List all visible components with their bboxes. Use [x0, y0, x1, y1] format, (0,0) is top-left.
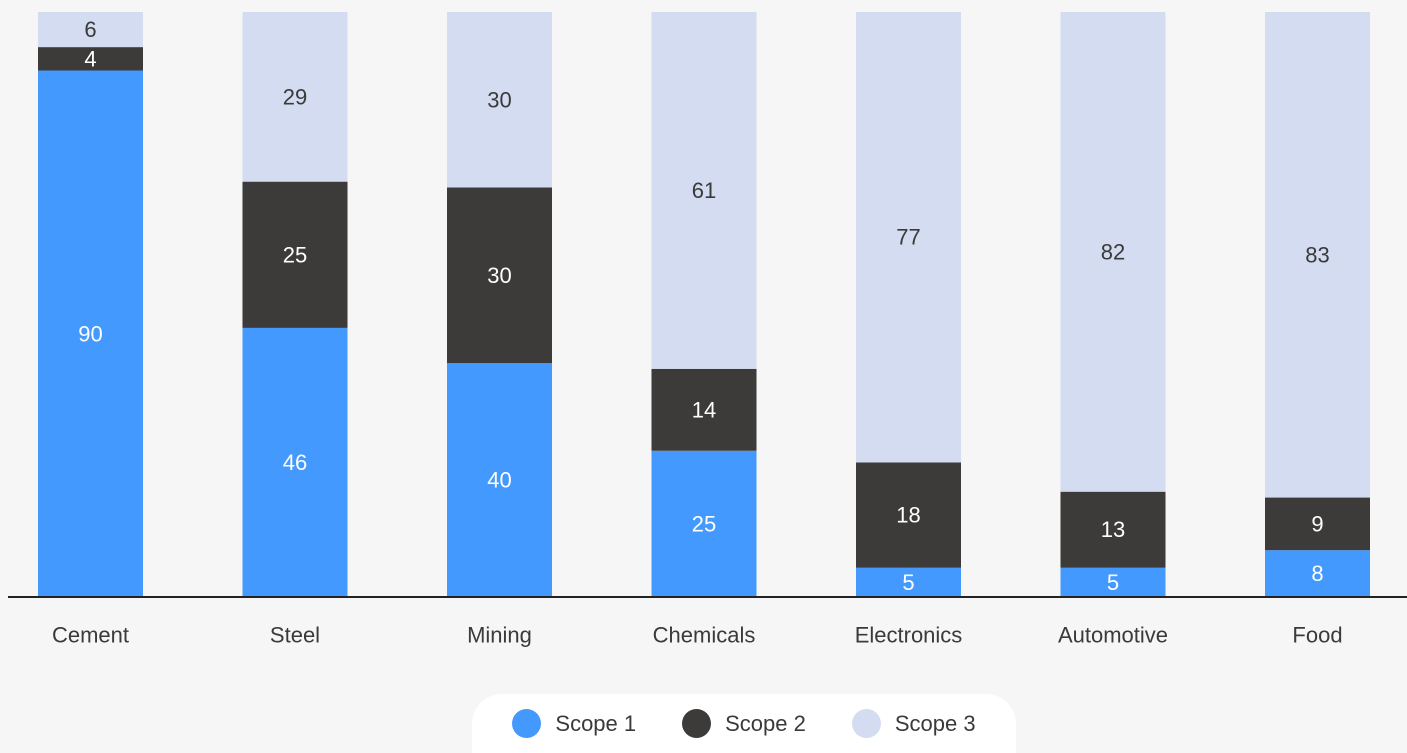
data-label-steel-scope-2: 25 — [283, 242, 307, 267]
legend-label-scope-1: Scope 1 — [555, 710, 637, 736]
bar-steel-scope-1[interactable] — [242, 327, 348, 597]
legend: Scope 1 Scope 2 Scope 3 — [472, 694, 1016, 753]
x-tick-label-automotive: Automotive — [1058, 623, 1168, 648]
data-label-electronics-scope-3: 77 — [896, 225, 920, 250]
x-tick-label-steel: Steel — [270, 623, 320, 648]
legend-label-scope-2: Scope 2 — [725, 710, 806, 736]
bars-group — [38, 12, 1370, 597]
data-label-automotive-scope-2: 13 — [1101, 517, 1125, 542]
x-tick-labels-group: Cement Steel Mining Chemicals Electronics Aut… — [52, 623, 1343, 648]
bar-chemicals-scope-1[interactable] — [651, 450, 757, 597]
bar-food-scope-2[interactable] — [1265, 497, 1370, 551]
bar-food-scope-1[interactable] — [1265, 550, 1370, 597]
bar-cement-scope-2[interactable] — [38, 47, 143, 71]
data-label-automotive-scope-3: 82 — [1101, 239, 1125, 264]
data-label-mining-scope-2: 30 — [487, 263, 511, 288]
data-label-cement-scope-3: 6 — [84, 17, 96, 42]
data-label-mining-scope-1: 40 — [487, 468, 511, 493]
bar-steel-scope-3[interactable] — [242, 12, 348, 182]
x-tick-label-mining: Mining — [467, 623, 532, 648]
bar-automotive-scope-1[interactable] — [1060, 567, 1166, 597]
data-label-automotive-scope-1: 5 — [1107, 570, 1119, 595]
bar-mining-scope-1[interactable] — [447, 363, 552, 597]
data-label-steel-scope-1: 46 — [283, 450, 307, 475]
data-label-food-scope-3: 83 — [1305, 242, 1329, 267]
bar-food-scope-3[interactable] — [1265, 12, 1370, 498]
data-label-mining-scope-3: 30 — [487, 87, 511, 112]
x-tick-label-chemicals: Chemicals — [653, 623, 756, 648]
legend-swatch-scope-2 — [682, 709, 712, 738]
bar-mining-scope-2[interactable] — [447, 187, 552, 364]
data-label-food-scope-1: 8 — [1311, 561, 1323, 586]
bar-chemicals-scope-2[interactable] — [651, 368, 757, 451]
data-label-electronics-scope-2: 18 — [896, 503, 920, 528]
data-label-steel-scope-3: 29 — [283, 84, 307, 109]
data-label-cement-scope-1: 90 — [78, 321, 102, 346]
bar-automotive-scope-3[interactable] — [1060, 12, 1166, 492]
bar-mining-scope-3[interactable] — [447, 12, 552, 188]
bar-chemicals-scope-3[interactable] — [651, 12, 757, 369]
legend-swatch-scope-3 — [851, 709, 881, 738]
legend-item-scope-2[interactable]: Scope 2 — [682, 709, 806, 738]
data-label-electronics-scope-1: 5 — [902, 570, 914, 595]
data-label-cement-scope-2: 4 — [84, 46, 96, 71]
data-label-food-scope-2: 9 — [1311, 511, 1323, 536]
bar-cement-scope-3[interactable] — [38, 12, 143, 48]
bar-cement-scope-1[interactable] — [38, 70, 143, 598]
data-label-chemicals-scope-3: 61 — [692, 178, 716, 203]
legend-item-scope-3[interactable]: Scope 3 — [851, 709, 976, 738]
data-label-chemicals-scope-2: 14 — [692, 397, 716, 422]
bar-automotive-scope-2[interactable] — [1060, 491, 1166, 568]
bar-electronics-scope-2[interactable] — [856, 462, 961, 568]
x-tick-label-food: Food — [1292, 623, 1342, 648]
bar-steel-scope-2[interactable] — [242, 181, 348, 328]
legend-label-scope-3: Scope 3 — [894, 710, 976, 736]
x-tick-label-electronics: Electronics — [855, 623, 963, 648]
data-label-chemicals-scope-1: 25 — [692, 511, 716, 536]
legend-item-scope-1[interactable]: Scope 1 — [512, 709, 636, 738]
bar-electronics-scope-1[interactable] — [856, 567, 961, 597]
legend-swatch-scope-1 — [512, 709, 542, 738]
bar-electronics-scope-3[interactable] — [856, 12, 961, 463]
x-tick-label-cement: Cement — [52, 623, 129, 648]
